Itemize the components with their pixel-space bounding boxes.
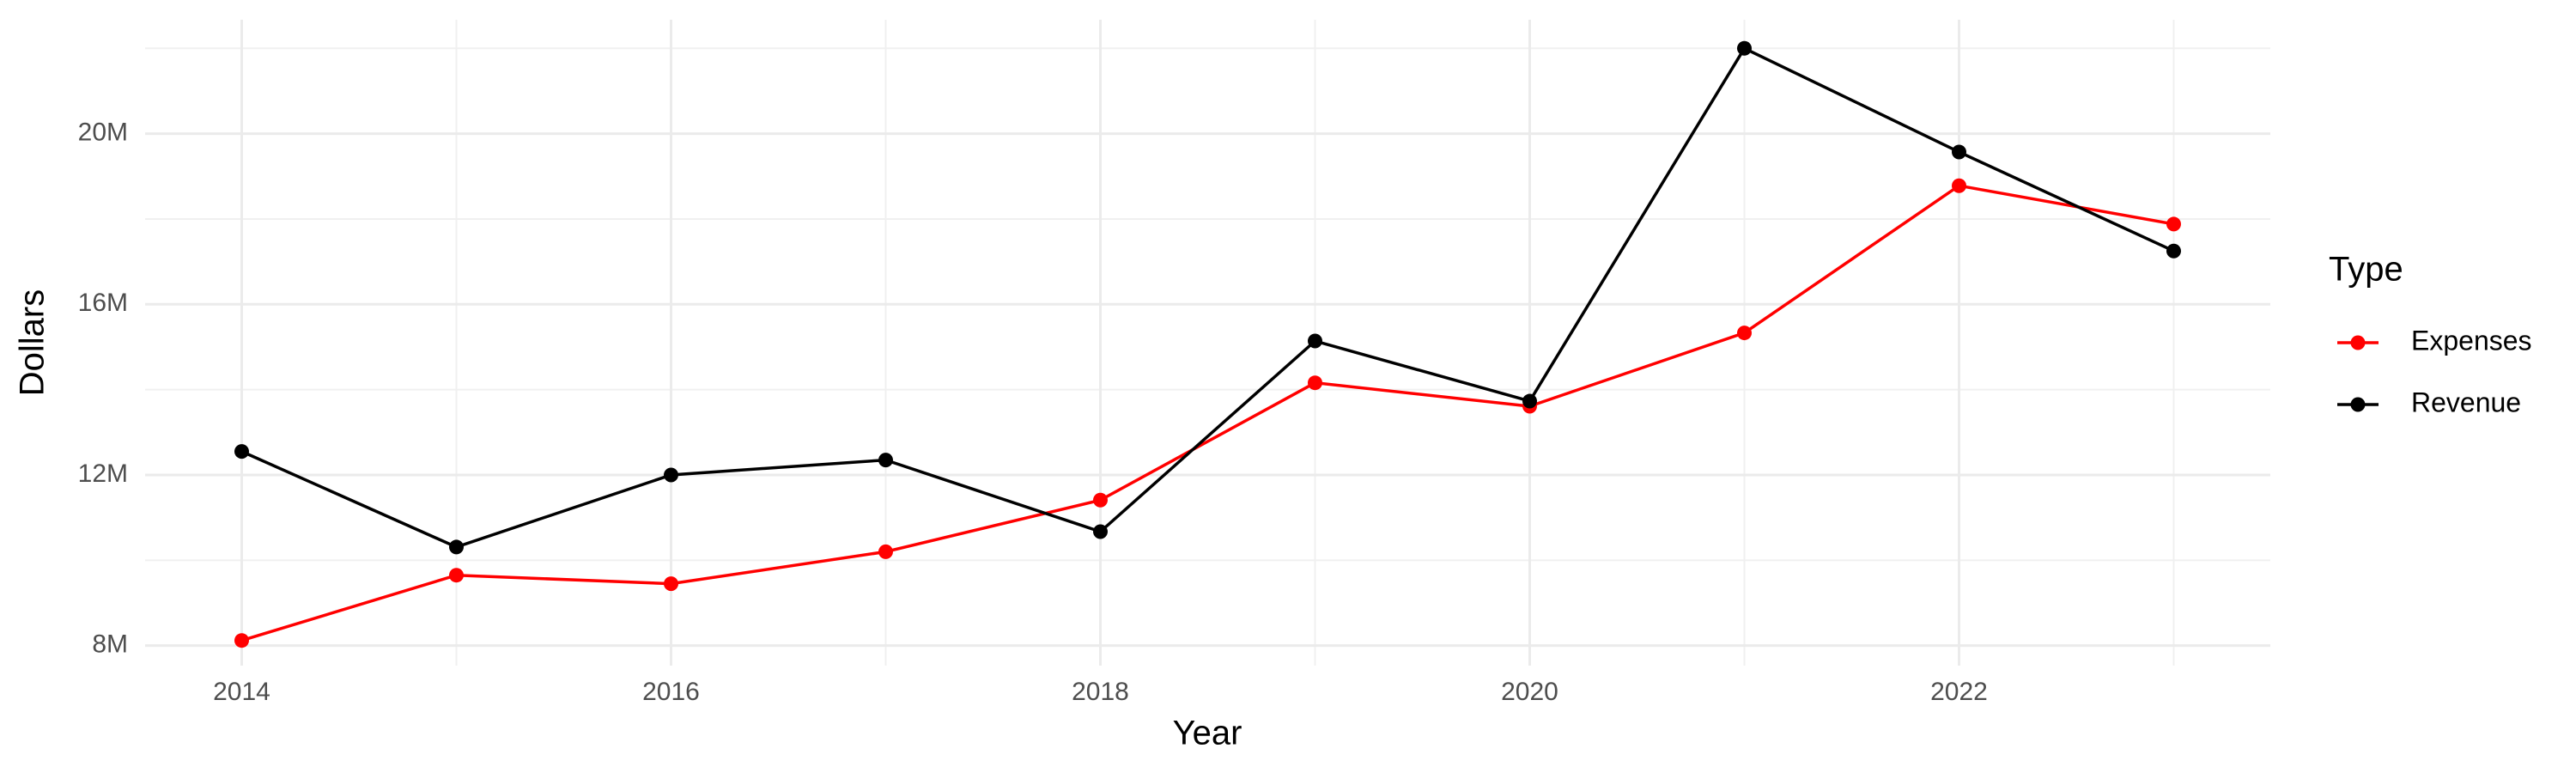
- data-point: [1308, 333, 1322, 349]
- series-line: [240, 46, 2175, 549]
- data-point: [1093, 492, 1108, 508]
- x-tick-label: 2014: [213, 678, 270, 706]
- data-point: [449, 539, 464, 555]
- legend-key-point: [2350, 335, 2366, 350]
- data-point: [2166, 216, 2181, 232]
- data-point: [1737, 40, 1752, 56]
- x-tick-label: 2022: [1930, 678, 1988, 706]
- data-point: [449, 568, 464, 583]
- legend-title: Type: [2329, 251, 2403, 289]
- legend-label: Revenue: [2411, 386, 2521, 417]
- data-point: [664, 576, 678, 592]
- data-point: [878, 453, 893, 468]
- legend-label: Expenses: [2411, 325, 2532, 356]
- legend-key-point: [2350, 397, 2366, 412]
- y-tick-label: 12M: [78, 460, 128, 488]
- y-axis-title: Dollars: [14, 289, 52, 396]
- plot: [234, 40, 2181, 648]
- data-point: [1737, 326, 1752, 341]
- y-tick-label: 20M: [78, 119, 128, 147]
- data-point: [2166, 243, 2181, 259]
- data-point: [664, 467, 678, 483]
- x-tick-label: 2016: [642, 678, 700, 706]
- series-line: [240, 184, 2174, 642]
- data-point: [234, 444, 249, 460]
- x-axis-title: Year: [1173, 715, 1242, 752]
- y-tick-label: 8M: [92, 630, 128, 659]
- data-point: [1952, 144, 1966, 160]
- grid: [145, 20, 2270, 666]
- data-point: [1093, 524, 1108, 539]
- data-point: [1952, 178, 1966, 193]
- y-tick-label: 16M: [78, 289, 128, 317]
- x-tick-label: 2018: [1072, 678, 1129, 706]
- data-point: [1308, 375, 1322, 391]
- data-point: [878, 544, 893, 559]
- x-tick-label: 2020: [1501, 678, 1558, 706]
- data-point: [234, 633, 249, 648]
- data-point: [1522, 393, 1537, 409]
